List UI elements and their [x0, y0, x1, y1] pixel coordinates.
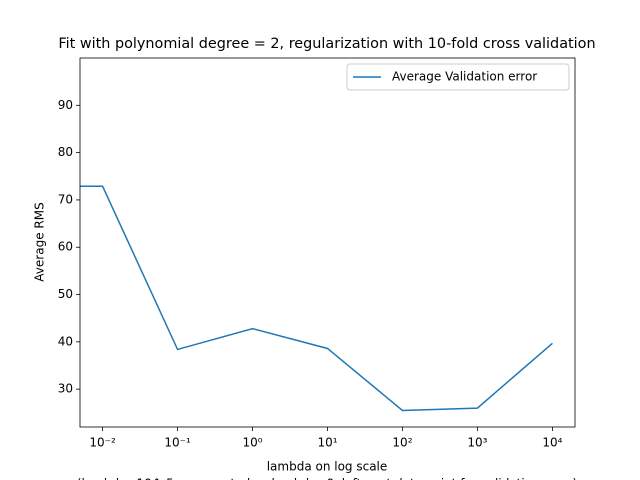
y-tick-label: 90	[58, 98, 73, 112]
y-tick-label: 80	[58, 145, 73, 159]
x-axis-label: lambda on log scale	[267, 460, 388, 474]
plot-frame	[79, 57, 576, 428]
x-tick-label: 10¹	[317, 436, 337, 450]
legend-label: Average Validation error	[392, 70, 537, 84]
y-tick-label: 40	[58, 334, 73, 348]
y-tick-label: 70	[58, 192, 73, 206]
x-tick-label: 10⁻¹	[164, 436, 191, 450]
x-tick-label: 10³	[467, 436, 487, 450]
x-tick-label: 10⁴	[542, 436, 562, 450]
chart-title: Fit with polynomial degree = 2, regulari…	[58, 36, 595, 52]
data-line	[80, 185, 553, 412]
x-tick-label: 10⁰	[242, 436, 262, 450]
x-tick-label: 10⁻²	[89, 436, 116, 450]
y-tick-label: 50	[58, 287, 73, 301]
y-tick-label: 30	[58, 382, 73, 396]
y-axis-label: Average RMS	[33, 202, 47, 281]
note: (lambda=10^-5 represented as lambda=0, l…	[77, 477, 577, 480]
x-tick-label: 10²	[392, 436, 412, 450]
y-tick-label: 60	[58, 240, 73, 254]
legend-box	[346, 63, 570, 91]
